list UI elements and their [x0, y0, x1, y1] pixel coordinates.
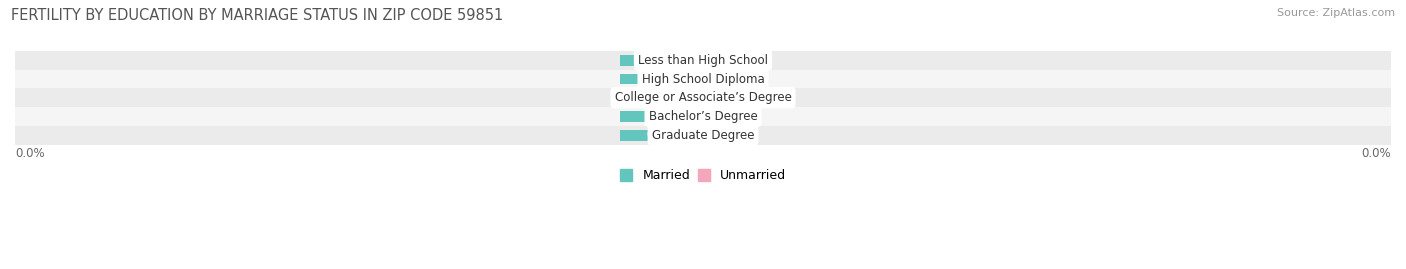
Bar: [15, 107, 1391, 126]
Text: 0.0%: 0.0%: [716, 74, 745, 84]
Bar: [620, 74, 703, 84]
Text: 0.0%: 0.0%: [647, 93, 678, 103]
Text: College or Associate’s Degree: College or Associate’s Degree: [614, 91, 792, 104]
Text: Source: ZipAtlas.com: Source: ZipAtlas.com: [1277, 8, 1395, 18]
Bar: [15, 89, 1391, 107]
Text: 0.0%: 0.0%: [647, 74, 678, 84]
Text: High School Diploma: High School Diploma: [641, 73, 765, 86]
Bar: [703, 55, 758, 66]
Text: 0.0%: 0.0%: [15, 147, 45, 160]
Bar: [620, 111, 703, 122]
Bar: [15, 70, 1391, 89]
Bar: [15, 51, 1391, 70]
Bar: [703, 92, 758, 103]
Text: FERTILITY BY EDUCATION BY MARRIAGE STATUS IN ZIP CODE 59851: FERTILITY BY EDUCATION BY MARRIAGE STATU…: [11, 8, 503, 23]
Bar: [620, 92, 703, 103]
Text: 0.0%: 0.0%: [716, 130, 745, 140]
Text: 0.0%: 0.0%: [716, 93, 745, 103]
Bar: [703, 74, 758, 84]
Text: 0.0%: 0.0%: [716, 111, 745, 122]
Text: Bachelor’s Degree: Bachelor’s Degree: [648, 110, 758, 123]
Text: 0.0%: 0.0%: [647, 130, 678, 140]
Text: 0.0%: 0.0%: [647, 55, 678, 65]
Bar: [620, 130, 703, 141]
Bar: [620, 55, 703, 66]
Text: 0.0%: 0.0%: [1361, 147, 1391, 160]
Bar: [703, 111, 758, 122]
Text: Less than High School: Less than High School: [638, 54, 768, 67]
Legend: Married, Unmarried: Married, Unmarried: [620, 169, 786, 182]
Text: 0.0%: 0.0%: [716, 55, 745, 65]
Text: 0.0%: 0.0%: [647, 111, 678, 122]
Bar: [15, 126, 1391, 144]
Text: Graduate Degree: Graduate Degree: [652, 129, 754, 142]
Bar: [703, 130, 758, 141]
